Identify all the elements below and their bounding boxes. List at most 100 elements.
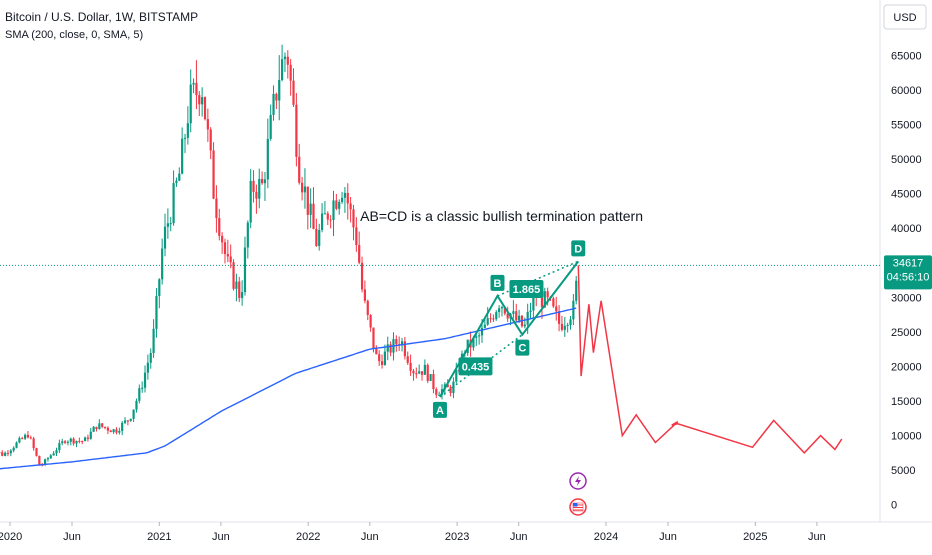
candle	[21, 437, 23, 439]
time-tick-label: 2020	[0, 531, 22, 543]
candle	[67, 440, 69, 445]
candle	[1, 450, 3, 456]
candle	[147, 355, 149, 380]
candle	[110, 430, 112, 432]
candle	[107, 426, 109, 434]
candle	[250, 169, 252, 228]
candle	[7, 450, 9, 456]
candle	[133, 409, 135, 422]
candle	[4, 451, 6, 456]
candle	[370, 314, 372, 332]
candle	[141, 381, 143, 392]
candle	[224, 239, 226, 264]
candle	[492, 314, 494, 322]
candle	[238, 277, 240, 302]
candle	[75, 441, 77, 448]
candle	[524, 318, 526, 329]
candle	[409, 355, 411, 376]
candle	[95, 427, 97, 432]
time-tick-label: 2023	[445, 531, 469, 543]
lightning-icon[interactable]	[570, 473, 586, 489]
candle	[404, 337, 406, 360]
candle	[78, 438, 80, 444]
candle	[81, 441, 83, 445]
candle	[332, 191, 334, 236]
price-tick-label: 25000	[891, 327, 922, 339]
candle	[424, 359, 426, 374]
candle	[192, 78, 194, 93]
candle	[204, 96, 206, 120]
candle	[301, 177, 303, 201]
candle	[575, 276, 577, 304]
time-tick-label: 2022	[296, 531, 320, 543]
candle	[552, 297, 554, 308]
symbol-line: Bitcoin / U.S. Dollar, 1W, BITSTAMP	[5, 10, 198, 24]
price-tick-label: 5000	[891, 465, 915, 477]
currency-label[interactable]: USD	[893, 12, 916, 24]
candle	[398, 336, 400, 350]
pattern-point-d: D	[571, 240, 585, 256]
annotation-text: AB=CD is a classic bullish termination p…	[360, 208, 643, 224]
candle	[130, 418, 132, 421]
us-flag-icon[interactable]	[570, 499, 586, 515]
candle	[58, 440, 60, 453]
candle	[569, 316, 571, 330]
time-tick-label: 2024	[594, 531, 618, 543]
candle	[170, 217, 172, 231]
currency-button[interactable]: USD	[884, 5, 926, 29]
price-tick-label: 50000	[891, 154, 922, 166]
candle	[18, 436, 20, 443]
candle	[158, 278, 160, 308]
time-tick-label: Jun	[63, 531, 81, 543]
candle	[495, 310, 497, 321]
candle	[275, 93, 277, 109]
candle	[184, 134, 186, 153]
candle	[561, 316, 563, 332]
time-tick-label: 2021	[147, 531, 171, 543]
candle	[261, 171, 263, 184]
candle	[338, 199, 340, 214]
candle	[347, 183, 349, 219]
candle	[161, 239, 163, 285]
candle	[10, 449, 12, 456]
candle	[272, 85, 274, 120]
candle	[432, 370, 434, 394]
candle	[195, 60, 197, 109]
candle	[412, 369, 414, 381]
price-tick-label: 40000	[891, 223, 922, 235]
time-tick-label: Jun	[361, 531, 379, 543]
candle	[53, 451, 55, 456]
svg-text:0.435: 0.435	[462, 361, 490, 373]
candle	[175, 177, 177, 187]
candle	[190, 69, 192, 132]
candle	[310, 188, 312, 228]
candle	[221, 232, 223, 254]
price-tick-label: 55000	[891, 119, 922, 131]
price-tick-label: 45000	[891, 189, 922, 201]
pattern-point-b: B	[490, 275, 504, 291]
candle	[327, 211, 329, 225]
candle	[207, 109, 209, 142]
candle	[352, 205, 354, 241]
candle	[13, 446, 15, 452]
candle	[84, 436, 86, 441]
candle	[381, 354, 383, 368]
candle	[178, 167, 180, 181]
candle	[287, 50, 289, 78]
price-tick-label: 20000	[891, 361, 922, 373]
candle	[55, 448, 57, 456]
candle	[284, 52, 286, 72]
candle	[558, 305, 560, 331]
candle	[115, 427, 117, 434]
candle	[361, 257, 363, 293]
candle	[567, 323, 569, 333]
candle	[212, 142, 214, 199]
candle	[118, 428, 120, 435]
candle	[155, 288, 157, 337]
candle	[418, 365, 420, 375]
candle	[247, 220, 249, 258]
candle	[501, 306, 503, 317]
candle	[427, 363, 429, 383]
candle	[315, 219, 317, 247]
candle	[181, 127, 183, 174]
